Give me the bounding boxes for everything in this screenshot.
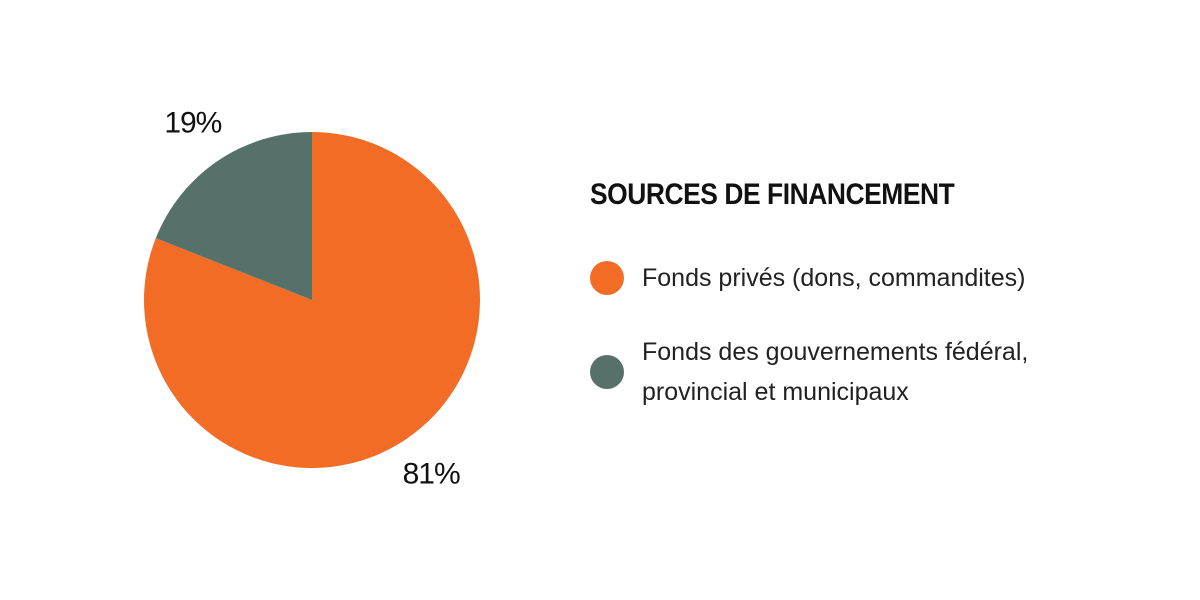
legend-swatch [590,261,624,295]
chart-title: SOURCES DE FINANCEMENT [590,178,955,211]
legend-items: Fonds privés (dons, commandites) Fonds de… [590,258,1150,412]
legend-item: Fonds privés (dons, commandites) [590,258,1150,298]
legend-item: Fonds des gouvernements fédéral, provinc… [590,332,1150,412]
pie-slice [155,132,312,300]
value-label: 19% [164,107,221,140]
legend-swatch [590,355,624,389]
legend-label: Fonds privés (dons, commandites) [642,264,1026,292]
legend-label: Fonds des gouvernements fédéral, provinc… [642,338,1029,406]
legend: SOURCES DE FINANCEMENT Fonds privés (don… [590,178,1150,446]
value-label: 81% [403,457,460,490]
pie-chart: 81% 19% [144,107,480,490]
